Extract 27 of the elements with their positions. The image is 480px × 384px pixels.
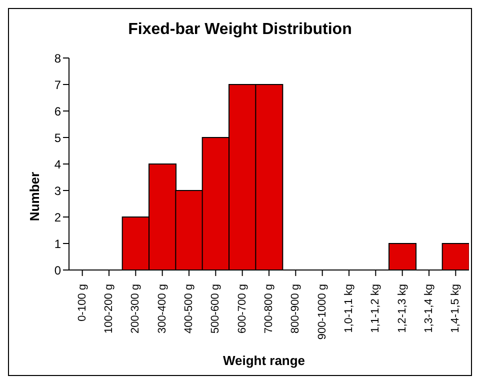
x-tick-label: 1,0-1,1 kg [343, 284, 355, 333]
y-tick-label: 6 [54, 104, 62, 118]
x-tick-label: 1,4-1,5 kg [450, 284, 462, 333]
x-axis-title: Weight range [222, 353, 306, 368]
x-tick-label: 300-400 g [156, 284, 168, 334]
x-tick-label: 800-900 g [290, 284, 302, 334]
y-tick-label: 8 [54, 51, 62, 66]
x-tick-label: 400-500 g [183, 284, 195, 334]
y-tick-label: 7 [54, 78, 62, 92]
chart-title: Fixed-bar Weight Distribution [127, 21, 353, 39]
y-tick-label: 5 [54, 130, 62, 145]
x-tick-label: 1,2-1,3 kg [396, 284, 408, 333]
x-tick-label: 1,3-1,4 kg [423, 284, 435, 333]
y-tick-label: 4 [54, 157, 62, 172]
x-tick-label: 500-600 g [210, 284, 222, 334]
x-tick-label: 900-1000 g [316, 284, 328, 340]
y-tick-label: 3 [54, 184, 62, 198]
x-tick-label: 1,1-1,2 kg [370, 284, 382, 333]
x-tick-label: 200-300 g [130, 284, 142, 334]
x-tick-label: 700-800 g [263, 284, 275, 334]
y-tick-label: 1 [54, 236, 62, 251]
x-tick-label: 600-700 g [236, 284, 248, 334]
x-tick-label: 0-100 g [76, 284, 88, 322]
y-tick-label: 2 [54, 210, 62, 224]
y-tick-label: 0 [54, 263, 62, 278]
y-axis-title: Number [28, 171, 42, 221]
x-tick-label: 100-200 g [103, 284, 115, 334]
